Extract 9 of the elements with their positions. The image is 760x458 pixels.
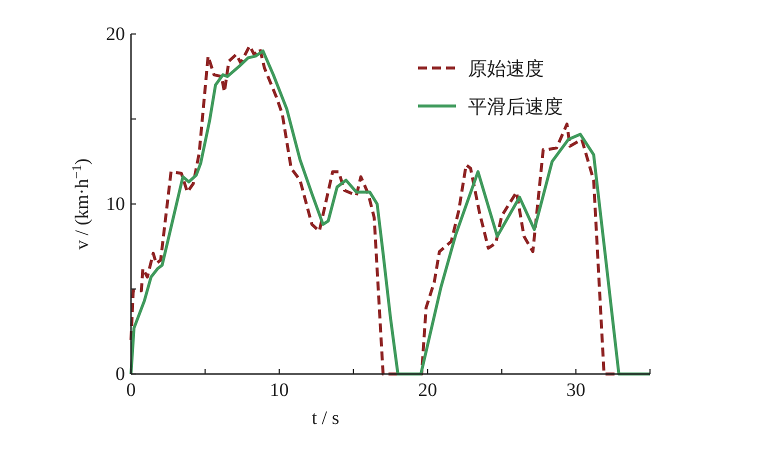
x-tick-label: 30: [566, 380, 586, 401]
y-tick-label: 10: [106, 194, 125, 215]
y-tick-label: 20: [106, 24, 125, 45]
x-axis-title: t / s: [312, 408, 340, 429]
y-tick-label: 0: [116, 364, 125, 385]
legend-label: 原始速度: [468, 58, 544, 80]
x-tick-label: 20: [418, 380, 438, 401]
legend-label: 平滑后速度: [468, 96, 563, 118]
x-tick-label: 10: [270, 380, 289, 401]
